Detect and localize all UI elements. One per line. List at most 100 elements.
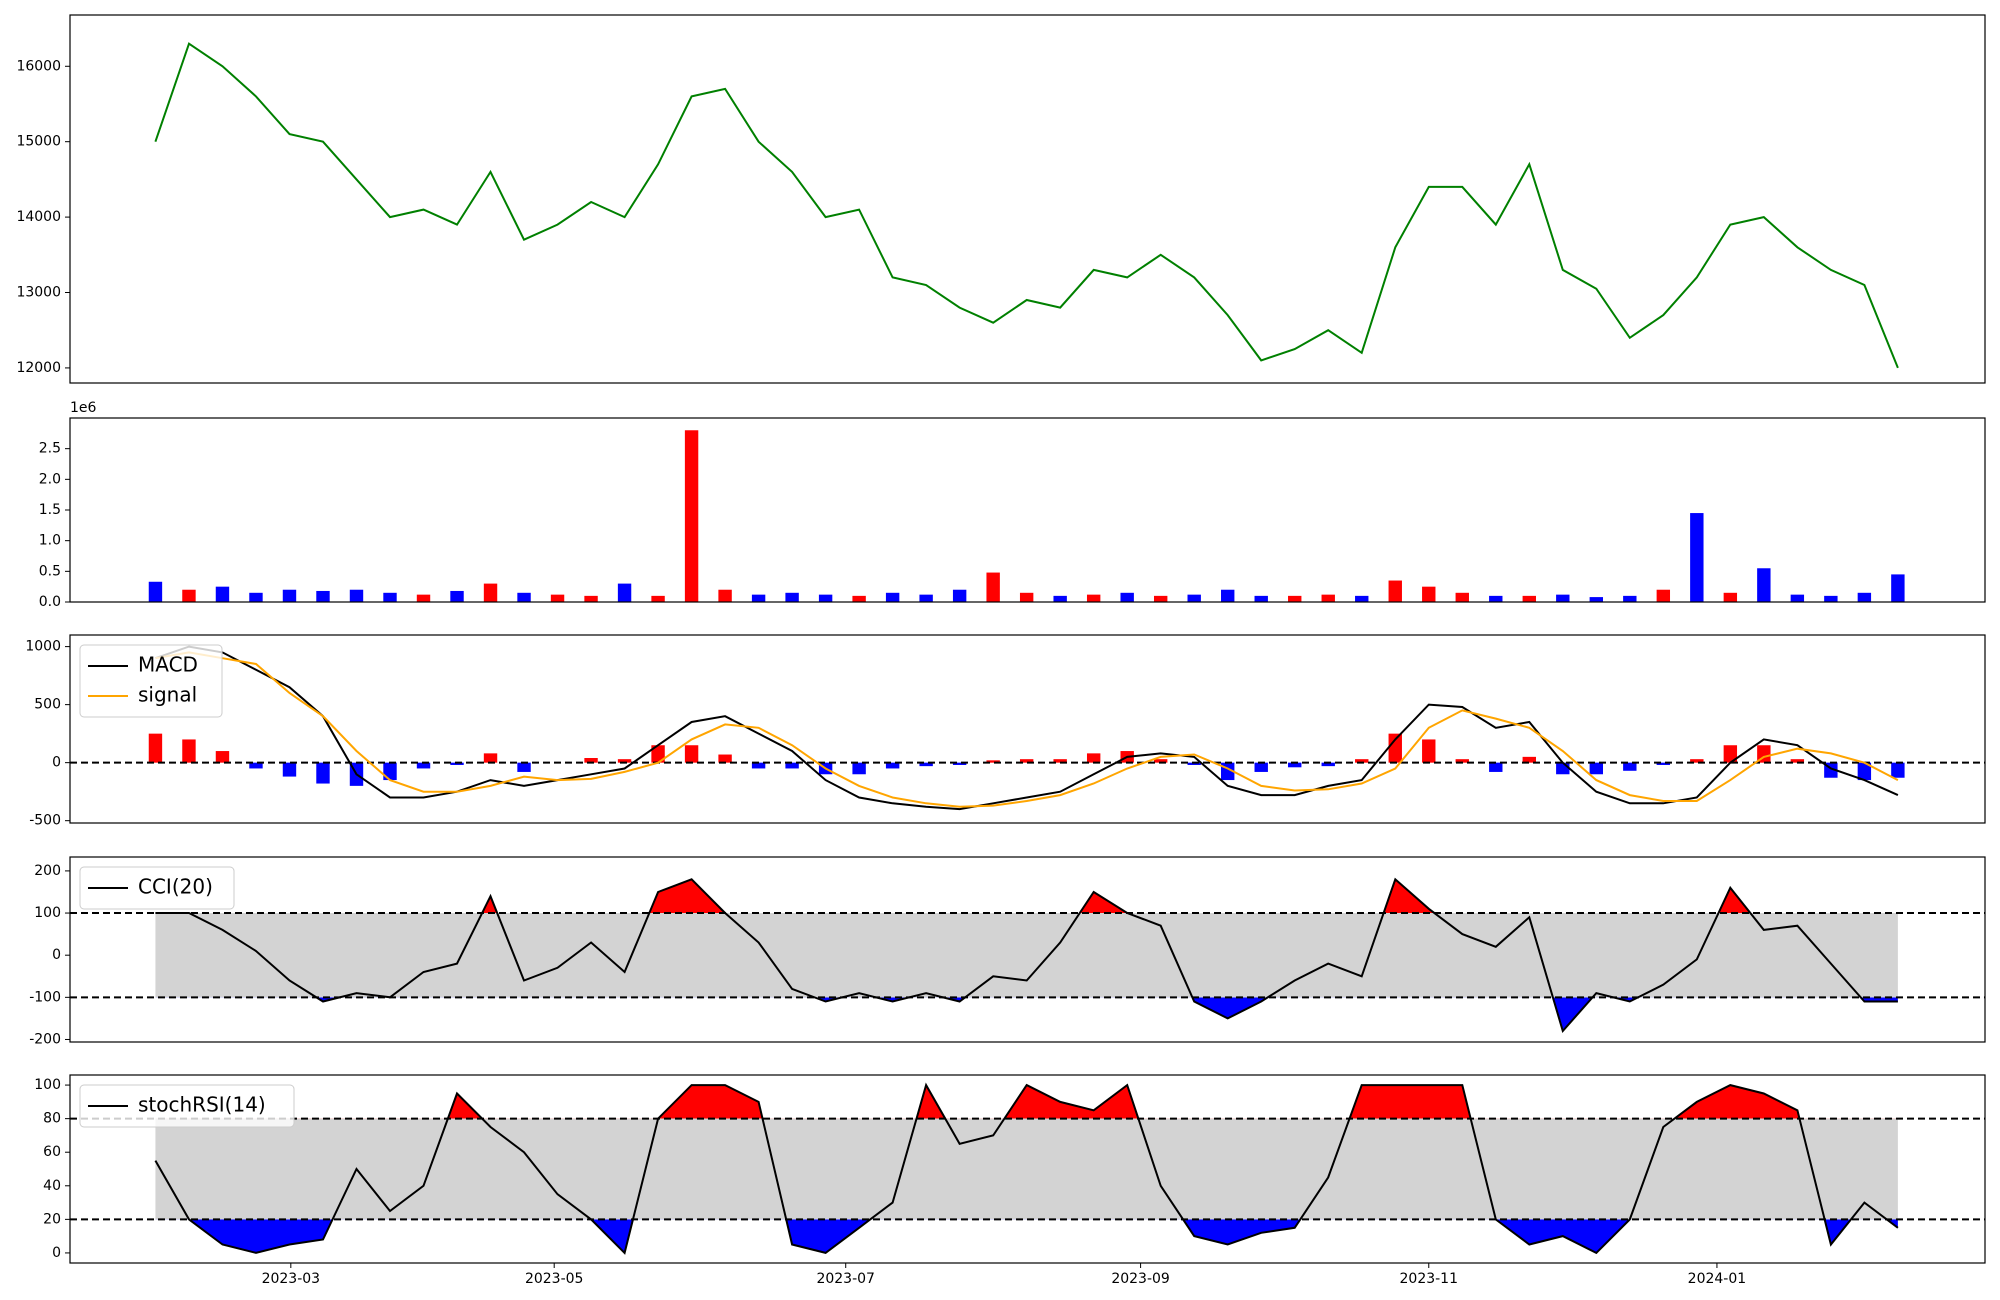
y-tick-label: 2.5	[39, 441, 61, 457]
axes-frame	[69, 14, 1986, 384]
y-tick-label: 0.0	[39, 594, 61, 610]
histogram-bar	[986, 760, 1000, 763]
x-tick-label: 2023-05	[525, 1271, 584, 1287]
histogram-bar	[684, 745, 699, 763]
volume-bar	[148, 581, 163, 602]
histogram-bar	[1556, 762, 1570, 775]
y-tick-label: 0	[52, 755, 61, 771]
histogram-bar	[919, 762, 933, 767]
plot-area	[70, 1082, 1985, 1255]
histogram-bar	[1857, 762, 1872, 781]
volume-bar	[818, 594, 833, 602]
y-tick-label: 100	[34, 905, 61, 921]
x-tick-label: 2024-01	[1688, 1271, 1747, 1287]
histogram-bar	[1086, 753, 1101, 763]
volume-bar	[684, 430, 699, 602]
volume-bar	[316, 590, 330, 602]
histogram-bar	[751, 762, 766, 769]
volume-bar	[1221, 589, 1235, 602]
volume-bar	[550, 594, 565, 602]
volume-bar	[1019, 592, 1034, 602]
volume-bar	[617, 583, 632, 602]
series-line	[155, 651, 1899, 808]
plot-area	[148, 430, 1905, 602]
legend-box	[79, 644, 223, 718]
plot-area	[70, 877, 1985, 1034]
volume-bar	[383, 592, 397, 602]
volume-bar	[885, 592, 900, 602]
histogram-bar	[1321, 762, 1335, 767]
y-tick-label: 0	[52, 1245, 61, 1261]
y-tick-label: 80	[43, 1111, 61, 1127]
histogram-bar	[584, 758, 598, 763]
volume-bar	[249, 592, 263, 602]
panel: 12000 13000 14000 15000 16000	[16, 14, 1986, 384]
series-line	[154, 1082, 1899, 1255]
histogram-bar	[952, 762, 967, 765]
volume-bar	[952, 589, 967, 602]
histogram-bar	[617, 759, 632, 763]
histogram-bar	[1153, 759, 1168, 763]
histogram-bar	[383, 762, 397, 781]
histogram-bar	[1723, 745, 1738, 763]
volume-bar	[1254, 595, 1268, 602]
volume-bar	[483, 583, 498, 602]
volume-bar	[651, 595, 665, 602]
y-tick-label: 16000	[16, 58, 61, 74]
legend-label: stochRSI(14)	[138, 1093, 266, 1117]
x-tick-label: 2023-03	[262, 1271, 321, 1287]
volume-bar	[1086, 594, 1101, 602]
histogram-bar	[651, 745, 665, 763]
volume-bar	[349, 589, 364, 602]
legend-label: CCI(20)	[138, 875, 213, 899]
histogram-bar	[718, 754, 732, 763]
histogram-bar	[1589, 762, 1604, 775]
y-tick-label: 12000	[16, 360, 61, 376]
legend-box	[79, 1084, 295, 1128]
volume-bar	[1288, 595, 1302, 602]
volume-bar	[416, 594, 431, 602]
histogram-bar	[316, 762, 330, 784]
histogram-bar	[1690, 759, 1704, 763]
y-tick-label: -500	[29, 813, 61, 829]
histogram-bar	[1522, 756, 1536, 763]
volume-bar	[1824, 595, 1838, 602]
histogram-bar	[1355, 759, 1369, 763]
histogram-bar	[885, 762, 900, 769]
histogram-bar	[450, 762, 464, 765]
legend-box	[79, 866, 235, 910]
volume-bar	[919, 594, 933, 602]
y-tick-label: 2.0	[39, 471, 61, 487]
histogram-bar	[1790, 759, 1805, 763]
volume-bar	[1422, 586, 1436, 602]
y-tick-label: 100	[34, 1077, 61, 1093]
volume-bar	[517, 592, 531, 602]
volume-bar	[1790, 594, 1805, 602]
x-tick-label: 2023-09	[1111, 1271, 1170, 1287]
y-tick-label: -100	[29, 989, 61, 1005]
volume-bar	[785, 592, 799, 602]
below-fill	[155, 1219, 1898, 1253]
histogram-bar	[852, 762, 866, 775]
panel: 0 20 40 60 80 100 2023-03 2023-05 2023-07 2023-09…	[34, 1074, 1986, 1287]
y-tick-label: 1.0	[39, 533, 61, 549]
histogram-bar	[1656, 762, 1671, 765]
histogram-bar	[282, 762, 297, 777]
y-tick-label: 60	[43, 1144, 61, 1160]
histogram-bar	[148, 733, 163, 763]
threshold-band	[155, 1118, 1898, 1220]
y-tick-label: 0	[52, 947, 61, 963]
histogram-bar	[215, 751, 230, 763]
volume-bar	[1187, 594, 1201, 602]
volume-bar	[986, 572, 1000, 602]
plot-area	[154, 42, 1899, 369]
histogram-bar	[1891, 762, 1905, 778]
volume-bar	[1355, 595, 1369, 602]
histogram-bar	[1388, 733, 1402, 763]
volume-bar	[1153, 595, 1168, 602]
histogram-bar	[1288, 762, 1302, 768]
histogram-bar	[1489, 762, 1503, 772]
histogram-bar	[416, 762, 431, 769]
volume-bar	[718, 589, 732, 602]
